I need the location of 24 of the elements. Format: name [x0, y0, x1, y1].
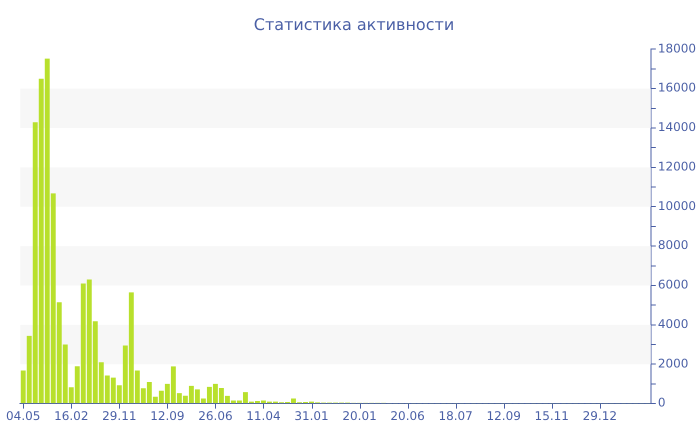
y-tick-label: 12000 — [658, 159, 696, 174]
x-tick-label: 29.11 — [102, 408, 136, 423]
x-tick-label: 31.01 — [294, 408, 329, 423]
y-tick-label: 6000 — [658, 278, 688, 292]
x-tick-label: 12.09 — [150, 408, 185, 423]
x-tick-label: 29.12 — [582, 408, 617, 423]
x-tick-label: 16.02 — [54, 408, 88, 423]
x-tick-label: 12.09 — [486, 408, 521, 423]
x-tick-label: 20.01 — [342, 408, 377, 423]
y-tick-label: 16000 — [658, 80, 696, 95]
y-tick-label: 8000 — [658, 238, 688, 252]
x-tick-label: 15.11 — [534, 408, 569, 423]
x-tick-label: 11.04 — [246, 408, 281, 423]
y-tick-label: 2000 — [658, 356, 688, 370]
y-tick-label: 4000 — [658, 316, 688, 331]
y-tick-label: 18000 — [658, 41, 696, 56]
y-tick-label: 0 — [658, 396, 666, 410]
x-tick-label: 04.05 — [6, 408, 40, 423]
y-tick-label: 10000 — [658, 198, 696, 213]
y-tick-label: 14000 — [658, 120, 696, 134]
x-tick-label: 20.06 — [390, 408, 425, 423]
x-tick-label: 18.07 — [438, 408, 473, 423]
chart-title: Статистика активности — [254, 14, 454, 34]
x-tick-label: 26.06 — [198, 408, 233, 423]
